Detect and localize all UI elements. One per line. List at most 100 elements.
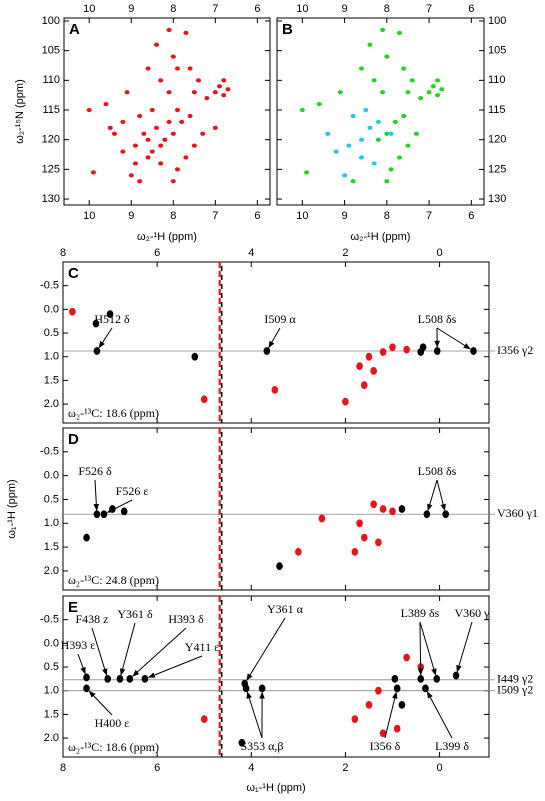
peak: [397, 30, 403, 35]
peak: [333, 149, 339, 154]
y-tick-label: 100: [42, 15, 60, 27]
x-tick-label: 8: [60, 762, 66, 774]
peak: [276, 562, 283, 571]
peak: [316, 101, 322, 107]
peak: [389, 343, 396, 352]
peak: [90, 170, 96, 175]
panel-label: C: [68, 265, 79, 282]
peak: [367, 42, 373, 47]
peak: [158, 143, 164, 148]
peak: [217, 84, 223, 89]
peak: [183, 30, 189, 35]
y-tick-label: 0.5: [44, 493, 59, 505]
peak: [126, 674, 134, 683]
peak: [356, 519, 363, 528]
y-tick-label: 110: [42, 74, 60, 86]
annotation-arrow: [246, 617, 286, 681]
peak-label: I356 δ: [370, 739, 401, 753]
reference-label: I449 γ2: [497, 672, 533, 686]
plot-frame: [63, 17, 271, 206]
peak-label: Y361 δ: [117, 607, 153, 621]
x-tick-label: 8: [170, 210, 176, 222]
peak: [452, 671, 460, 680]
peak: [238, 738, 246, 747]
peak: [191, 143, 197, 148]
y-tick-label: 120: [488, 134, 506, 146]
peak: [158, 78, 164, 83]
peak: [337, 90, 343, 95]
peak: [422, 684, 429, 693]
peak: [141, 131, 147, 136]
peak-label: H393 δ: [168, 612, 204, 626]
peak: [380, 90, 386, 95]
peak: [397, 155, 403, 160]
peak-label: Y361 α: [267, 602, 304, 616]
peak: [179, 119, 185, 124]
peak: [263, 347, 271, 355]
panel-label: E: [68, 599, 78, 616]
peak: [384, 179, 390, 184]
peak: [388, 167, 394, 172]
y-tick-label: -0.5: [40, 614, 59, 626]
peak: [304, 170, 310, 175]
x-tick-label: 10: [83, 3, 95, 15]
x-tick-label: 10: [83, 210, 95, 222]
peak-label: L389 δs: [401, 606, 440, 620]
peak: [433, 674, 441, 683]
peak: [191, 90, 197, 95]
peak: [371, 78, 377, 83]
plot-frame: [62, 427, 490, 591]
y-tick-label: 2.0: [44, 732, 59, 744]
peak: [175, 107, 181, 113]
y-tick-label: -0.5: [40, 280, 59, 292]
peak: [149, 149, 155, 154]
peak: [388, 131, 394, 136]
peak: [166, 90, 172, 95]
annotation-arrow: [98, 327, 113, 349]
y-tick-label: 1.0: [44, 351, 59, 363]
peak-label: F438 z: [76, 612, 109, 626]
y-tick-label: 1.5: [44, 541, 59, 553]
panel-label: D: [68, 431, 79, 448]
peak: [356, 362, 363, 371]
x-tick-label: 6: [154, 762, 160, 774]
peak-label: I509 α: [264, 312, 296, 326]
peak: [351, 715, 359, 724]
y-tick-label: 1.0: [44, 685, 59, 697]
peak: [375, 119, 381, 124]
plane-note: ω₂-¹³C: 18.6 (ppm): [68, 406, 159, 420]
peak: [439, 87, 445, 92]
annotation-arrow: [268, 327, 281, 349]
annotation-arrow: [88, 690, 113, 716]
peak: [83, 533, 90, 542]
peak: [141, 674, 149, 683]
peak: [191, 352, 199, 361]
peak: [103, 101, 109, 107]
y-tick-label: 130: [488, 193, 506, 205]
y-axis-label: ω₁-¹H (ppm): [6, 479, 18, 538]
x-tick-label: 9: [128, 210, 134, 222]
plane-note: ω₂-¹³C: 18.6 (ppm): [68, 740, 159, 754]
annotation-arrow: [417, 621, 424, 676]
y-tick-label: 1.5: [44, 708, 59, 720]
peak: [405, 143, 411, 148]
peak: [106, 310, 114, 318]
peak: [93, 347, 101, 355]
peak: [365, 352, 373, 361]
peak: [403, 653, 410, 662]
y-tick-label: 0.0: [44, 470, 59, 482]
peak: [384, 131, 390, 136]
peak: [375, 137, 381, 142]
annotation-arrow: [246, 691, 263, 739]
peak: [120, 507, 128, 516]
peak: [204, 96, 210, 101]
peak: [175, 167, 181, 172]
panel-label: A: [69, 21, 80, 38]
peak: [342, 173, 348, 178]
x-tick-label: 2: [342, 762, 348, 774]
y-tick-label: 2.0: [44, 565, 59, 577]
peak: [342, 397, 349, 406]
peak: [375, 538, 382, 547]
y-tick-label: 1.0: [44, 517, 59, 529]
peak: [350, 113, 356, 119]
